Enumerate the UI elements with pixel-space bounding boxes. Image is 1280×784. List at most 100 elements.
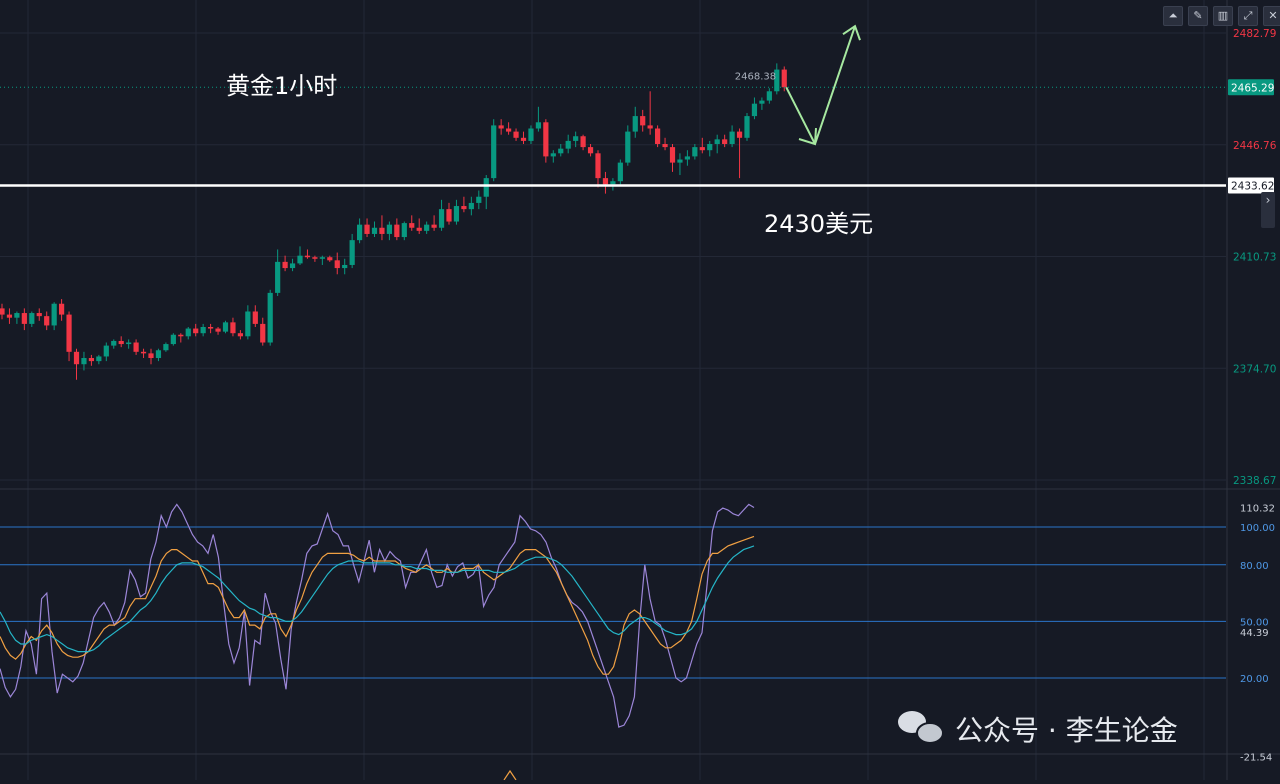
candle-27 [200,323,206,337]
candle-65 [483,175,489,210]
candle-14 [103,342,109,362]
candle-16 [118,336,124,348]
candle-97 [722,134,728,148]
candle-45 [334,252,340,275]
candle-6 [44,311,50,331]
candle-body [550,153,556,157]
candle-25 [185,326,191,340]
projection-down-arrow [785,86,816,145]
candle-body [178,334,184,337]
candle-54 [401,221,407,241]
candle-body [252,311,258,324]
candle-body [148,353,154,359]
candle-17 [126,339,132,349]
candle-body [21,313,27,324]
candle-body [327,257,333,261]
candle-87 [647,91,653,135]
candle-77 [573,131,579,148]
candle-body [461,206,467,210]
candle-body [781,69,787,88]
candle-53 [394,218,400,241]
projection-up-arrow [814,25,856,145]
candle-body [640,116,646,126]
scroll-right-button[interactable]: › [1261,192,1275,228]
candle-60 [446,202,452,225]
candle-78 [580,134,586,151]
candle-41 [304,249,311,259]
candle-11 [81,351,87,371]
candle-35 [260,317,266,346]
candle-body [208,326,214,329]
candle-body [133,342,139,352]
candle-37 [275,249,281,296]
candle-99 [736,128,743,179]
candle-body [185,328,191,337]
oscillator-tick-label-1: 100.00 [1240,523,1275,534]
candle-body [193,328,199,334]
candle-71 [528,125,534,145]
candle-body [602,178,609,185]
candle-21 [155,348,162,362]
candle-body [446,209,452,222]
support-price-badge [1228,177,1274,194]
candle-47 [349,233,355,269]
candle-body [73,351,80,365]
candle-44 [327,255,333,262]
candle-body [118,340,124,345]
candle-30 [222,320,229,334]
candle-body [222,322,229,332]
candle-body [371,227,378,234]
candle-63 [468,196,474,216]
candle-body [312,257,318,259]
candle-9 [66,311,72,362]
candle-body [111,340,117,346]
candle-body [565,140,571,149]
candle-40 [297,246,303,265]
candle-1 [6,308,13,324]
candle-7 [51,302,57,331]
draw-icon[interactable]: ✎ [1188,6,1208,26]
candle-body [520,137,527,141]
oscillator-tick-label-5: 20.00 [1240,674,1269,685]
candle-93 [692,144,698,160]
chart-toolbar: ⏶ ✎ ▥ ⤢ ✕ [1163,6,1280,26]
candle-59 [438,199,445,231]
candle-body [669,147,676,163]
candle-body [163,344,169,351]
candle-type-icon[interactable]: ▥ [1213,6,1233,26]
candle-body [155,350,162,359]
indicator-icon[interactable]: ⏶ [1163,6,1183,26]
candle-61 [453,199,460,225]
price-tick-label-2: 2410.73 [1233,252,1276,264]
candle-body [677,159,683,163]
candle-body [632,116,638,132]
candle-body [736,131,743,138]
fullscreen-icon[interactable]: ⤢ [1238,6,1258,26]
support-price-label: 2433.62 [1231,181,1274,193]
candle-body [140,351,147,354]
candle-body [245,311,251,337]
candle-body [0,308,5,315]
chart-title: 黄金1小时 [226,72,337,100]
candle-body [587,147,594,154]
candle-body [774,69,780,92]
price-tick-label-3: 2374.70 [1233,363,1276,375]
candle-2 [14,311,20,324]
wechat-icon-bubble [916,722,944,744]
candle-79 [587,144,594,157]
candle-10 [73,348,80,380]
candle-body [364,224,370,234]
close-icon[interactable]: ✕ [1263,6,1280,26]
current-price-label: 2465.29 [1231,82,1274,94]
candle-body [170,334,176,345]
candle-body [759,100,765,104]
candle-19 [140,348,147,359]
candle-body [409,223,415,228]
candle-body [491,125,497,179]
oscillator-tick-label-0: 110.32 [1240,504,1275,515]
candle-74 [550,150,556,163]
candle-body [543,122,549,157]
candle-26 [193,323,199,337]
